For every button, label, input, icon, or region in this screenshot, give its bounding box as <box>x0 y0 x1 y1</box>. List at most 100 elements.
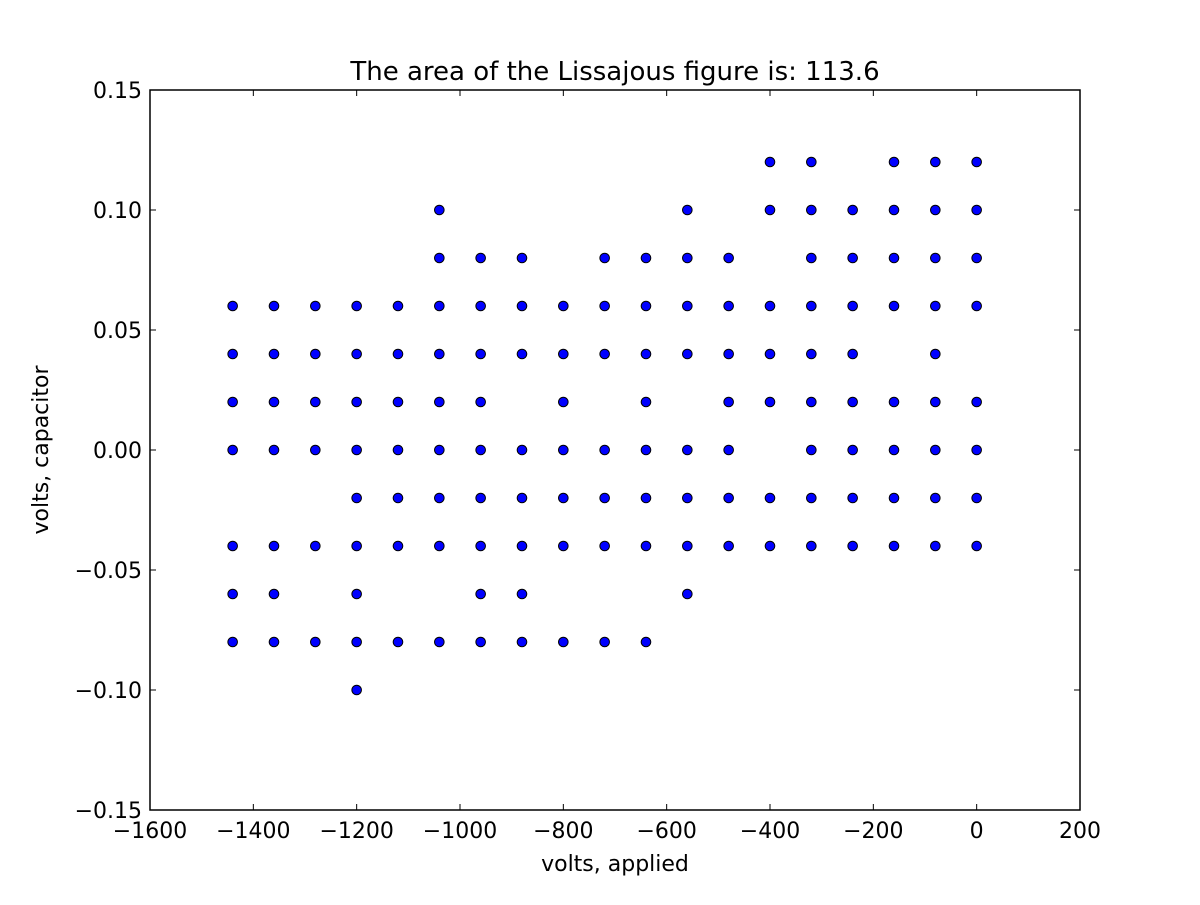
data-point <box>434 300 445 312</box>
data-point <box>516 492 528 504</box>
data-point <box>475 588 486 600</box>
x-axis-label: volts, applied <box>541 852 689 877</box>
x-tick-label: −400 <box>740 819 800 844</box>
data-point <box>930 348 941 360</box>
data-point <box>310 300 321 312</box>
data-point <box>682 540 693 552</box>
data-point <box>682 492 693 504</box>
data-point <box>764 540 776 552</box>
data-point <box>516 300 528 312</box>
y-tick-label: −0.05 <box>75 559 142 584</box>
data-point <box>764 348 776 360</box>
data-point <box>310 540 321 552</box>
data-point <box>475 540 486 552</box>
data-point <box>558 348 569 360</box>
data-point <box>723 540 734 552</box>
data-point <box>434 252 445 264</box>
data-point <box>475 348 486 360</box>
data-point <box>888 156 900 168</box>
data-point <box>310 348 321 360</box>
data-point <box>516 444 528 456</box>
data-point <box>847 492 858 504</box>
data-point <box>640 252 652 264</box>
data-point <box>930 156 941 168</box>
data-point <box>971 540 982 552</box>
y-tick-label: 0.10 <box>93 199 142 224</box>
data-point <box>516 636 528 648</box>
x-tick-label: −600 <box>636 819 696 844</box>
data-point <box>392 396 404 408</box>
data-point <box>640 348 652 360</box>
data-point <box>682 252 693 264</box>
data-point <box>558 396 569 408</box>
data-point <box>847 396 858 408</box>
data-point <box>516 348 528 360</box>
data-point <box>392 492 404 504</box>
data-point <box>558 300 569 312</box>
y-tick-label: −0.15 <box>75 799 142 824</box>
data-point <box>351 588 362 600</box>
data-point <box>847 300 858 312</box>
data-point <box>930 540 941 552</box>
data-point <box>268 348 280 360</box>
data-point <box>516 540 528 552</box>
data-point <box>640 300 652 312</box>
data-point <box>475 492 486 504</box>
data-point <box>268 444 280 456</box>
data-point <box>434 444 445 456</box>
data-point <box>682 588 693 600</box>
data-point <box>888 252 900 264</box>
data-point <box>971 444 982 456</box>
data-point <box>888 540 900 552</box>
data-point <box>930 396 941 408</box>
data-point <box>599 252 610 264</box>
data-point <box>351 444 362 456</box>
data-point <box>392 444 404 456</box>
data-point <box>847 204 858 216</box>
y-axis-ticks: −0.15 −0.10 −0.05 0.00 0.05 0.10 0.15 <box>75 79 1080 824</box>
data-point <box>268 540 280 552</box>
data-point <box>971 156 982 168</box>
data-point <box>764 492 776 504</box>
data-point <box>475 444 486 456</box>
y-tick-label: 0.05 <box>93 319 142 344</box>
data-point <box>682 444 693 456</box>
data-point <box>847 540 858 552</box>
data-point <box>475 636 486 648</box>
x-tick-label: 200 <box>1059 819 1101 844</box>
data-point <box>806 396 817 408</box>
x-tick-label: −1000 <box>423 819 497 844</box>
data-point <box>227 444 238 456</box>
data-point <box>227 636 238 648</box>
data-point <box>640 396 652 408</box>
data-point <box>682 348 693 360</box>
data-point <box>723 348 734 360</box>
data-point <box>599 300 610 312</box>
data-point <box>434 348 445 360</box>
data-point <box>806 204 817 216</box>
data-point <box>392 300 404 312</box>
data-point <box>682 204 693 216</box>
data-point <box>888 204 900 216</box>
data-point <box>227 300 238 312</box>
data-point <box>434 540 445 552</box>
data-point <box>806 300 817 312</box>
data-point <box>806 348 817 360</box>
data-point <box>723 492 734 504</box>
data-point <box>392 540 404 552</box>
data-point <box>351 684 362 696</box>
data-point <box>682 300 693 312</box>
data-point <box>847 348 858 360</box>
data-point <box>971 492 982 504</box>
data-point <box>806 444 817 456</box>
data-point <box>764 204 776 216</box>
x-tick-label: −1400 <box>216 819 290 844</box>
data-point <box>723 252 734 264</box>
data-point <box>351 540 362 552</box>
data-point <box>558 444 569 456</box>
data-point <box>971 300 982 312</box>
data-point <box>475 396 486 408</box>
data-point <box>888 492 900 504</box>
data-point <box>434 204 445 216</box>
data-point <box>888 396 900 408</box>
